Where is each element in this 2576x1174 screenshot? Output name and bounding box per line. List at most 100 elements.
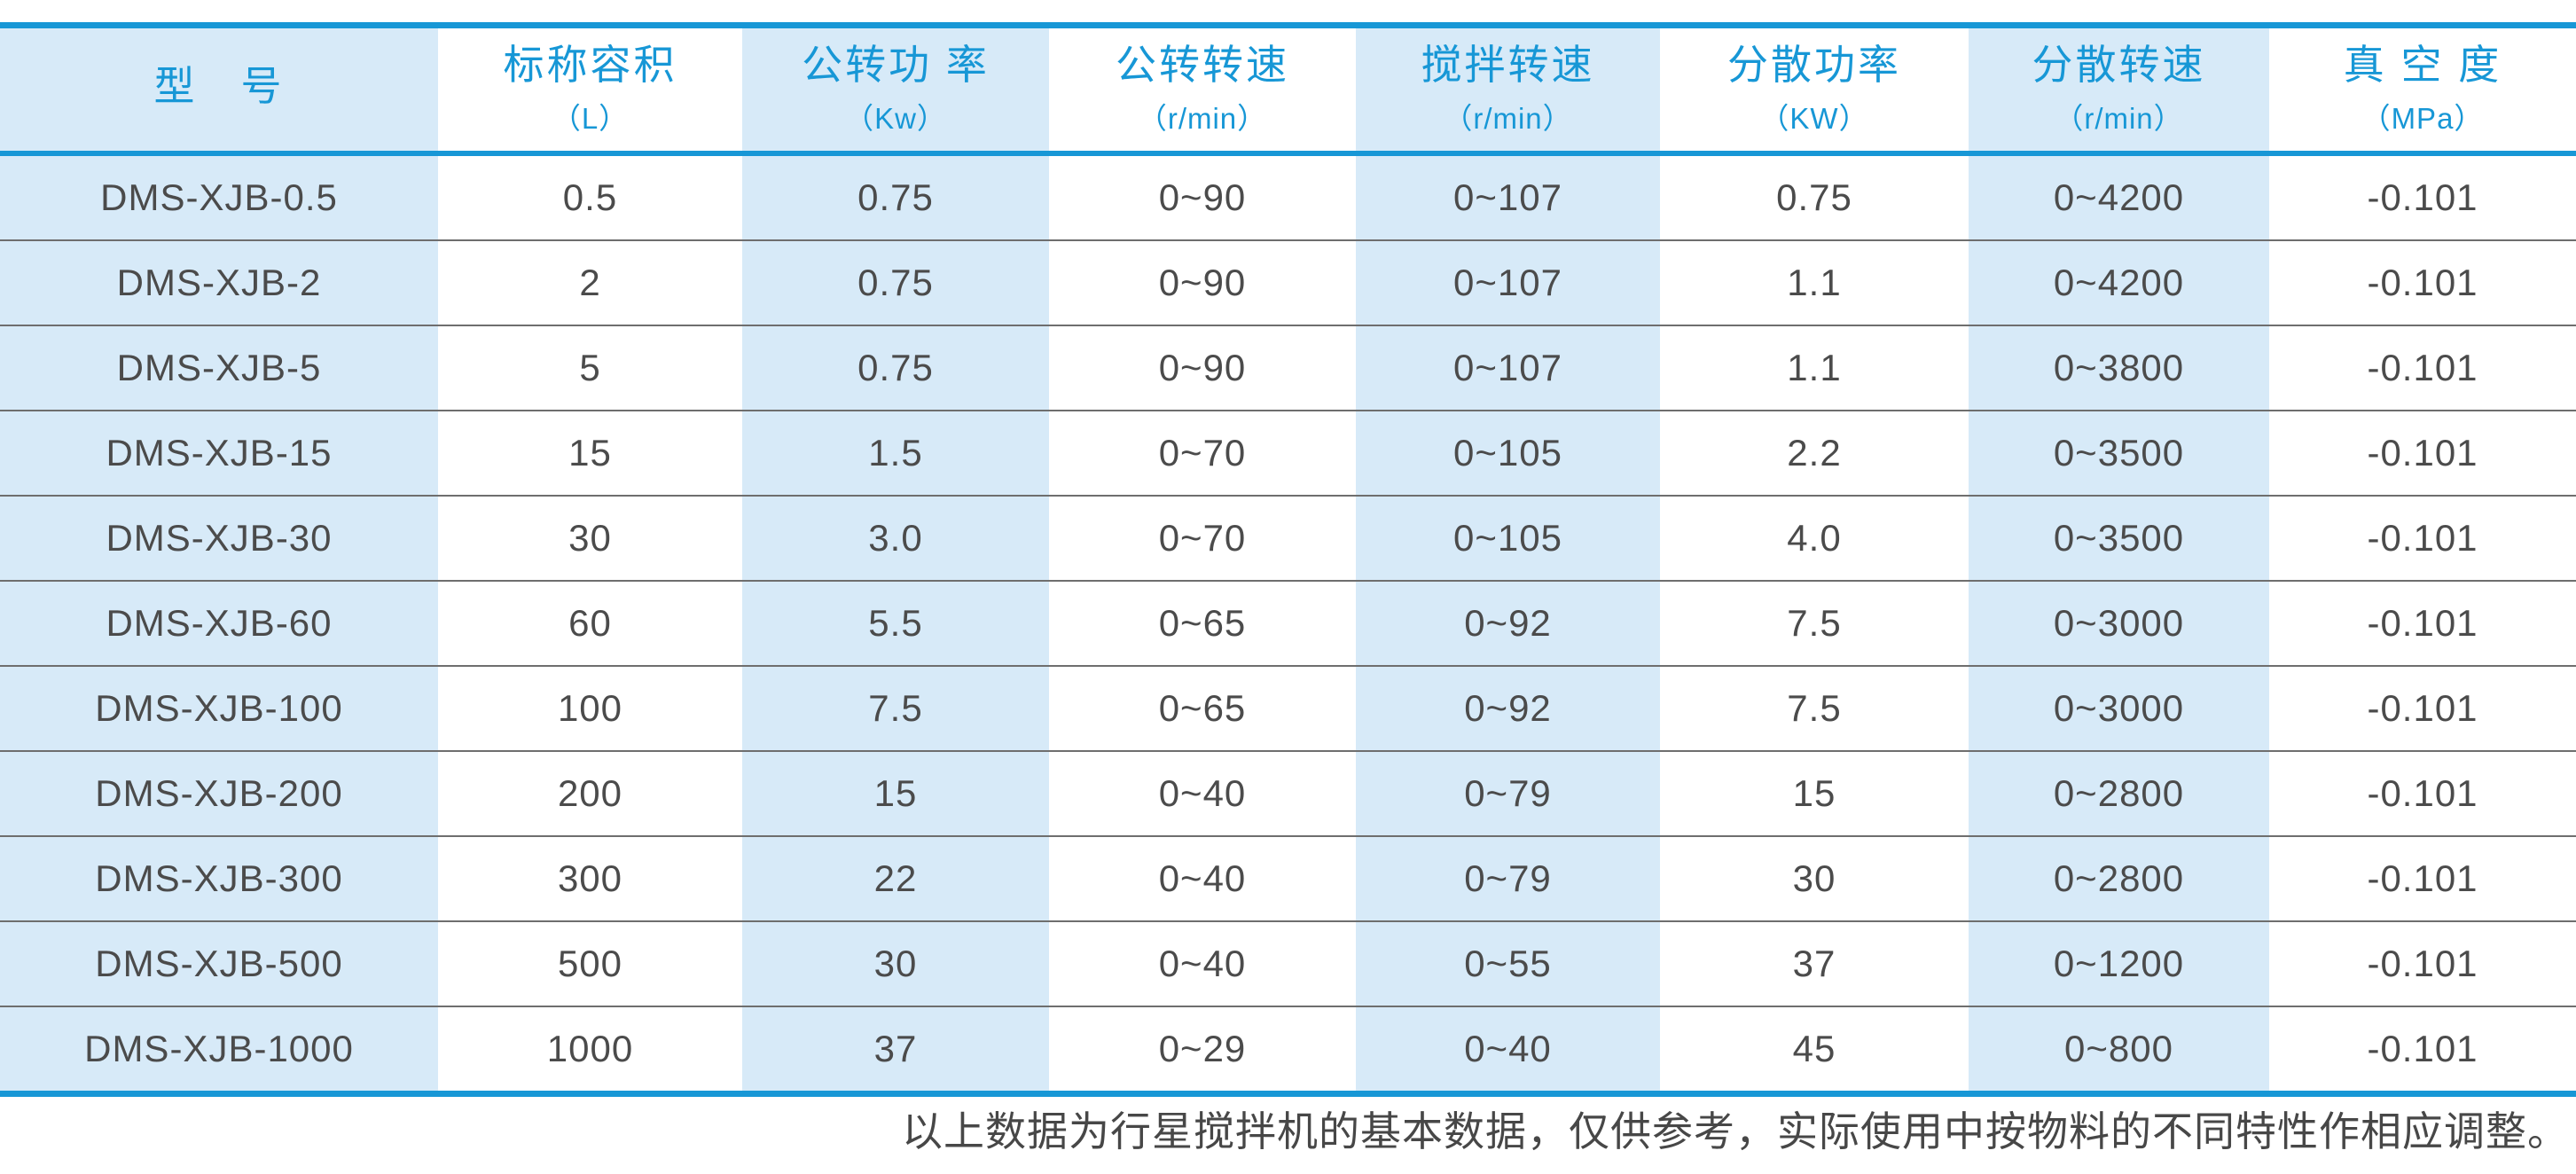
value-cell: 37: [742, 1006, 1049, 1094]
value-cell: 7.5: [1660, 665, 1969, 751]
value-cell: 0~79: [1356, 835, 1660, 921]
value-cell: -0.101: [2269, 835, 2576, 921]
model-cell: DMS-XJB-0.5: [0, 153, 438, 240]
model-cell: DMS-XJB-2: [0, 239, 438, 325]
value-cell: 5: [438, 325, 742, 411]
value-cell: 37: [1660, 920, 1969, 1006]
value-cell: 0~3000: [1969, 665, 2269, 751]
value-cell: -0.101: [2269, 580, 2576, 666]
table-row: DMS-XJB-100 100 7.5 0~65 0~92 7.5 0~3000…: [0, 665, 2576, 751]
value-cell: 0~4200: [1969, 239, 2269, 325]
value-cell: 45: [1660, 1006, 1969, 1094]
value-cell: 0.75: [742, 325, 1049, 411]
value-cell: 0~105: [1356, 495, 1660, 581]
header-unit: （r/min）: [1443, 102, 1573, 136]
header-title: 搅拌转速: [1421, 41, 1595, 88]
model-cell: DMS-XJB-5: [0, 325, 438, 411]
value-cell: -0.101: [2269, 153, 2576, 240]
header-title: 真 空 度: [2343, 41, 2502, 88]
value-cell: 2: [438, 239, 742, 325]
value-cell: 0.75: [742, 153, 1049, 240]
value-cell: 1000: [438, 1006, 742, 1094]
value-cell: 15: [1660, 750, 1969, 836]
header-title: 公转功 率: [802, 41, 990, 88]
value-cell: -0.101: [2269, 325, 2576, 411]
value-cell: 0~90: [1049, 153, 1356, 240]
header-unit: （KW）: [1759, 102, 1869, 136]
value-cell: 30: [438, 495, 742, 581]
value-cell: -0.101: [2269, 495, 2576, 581]
table-row: DMS-XJB-15 15 1.5 0~70 0~105 2.2 0~3500 …: [0, 410, 2576, 496]
value-cell: 0~2800: [1969, 835, 2269, 921]
value-cell: 3.0: [742, 495, 1049, 581]
value-cell: 1.1: [1660, 239, 1969, 325]
model-cell: DMS-XJB-300: [0, 835, 438, 921]
value-cell: 0~3000: [1969, 580, 2269, 666]
value-cell: 0~90: [1049, 325, 1356, 411]
value-cell: -0.101: [2269, 410, 2576, 496]
table-row: DMS-XJB-30 30 3.0 0~70 0~105 4.0 0~3500 …: [0, 495, 2576, 581]
value-cell: 7.5: [1660, 580, 1969, 666]
value-cell: 0~70: [1049, 495, 1356, 581]
value-cell: 5.5: [742, 580, 1049, 666]
value-cell: 0~3500: [1969, 495, 2269, 581]
value-cell: 0~40: [1049, 835, 1356, 921]
value-cell: 0~65: [1049, 665, 1356, 751]
model-cell: DMS-XJB-200: [0, 750, 438, 836]
value-cell: 0~800: [1969, 1006, 2269, 1094]
table-row: DMS-XJB-1000 1000 37 0~29 0~40 45 0~800 …: [0, 1006, 2576, 1094]
footer-note: 以上数据为行星搅拌机的基本数据，仅供参考，实际使用中按物料的不同特性作相应调整。: [902, 1107, 2569, 1155]
header-cell-stir-speed: 搅拌转速 （r/min）: [1356, 25, 1660, 156]
header-cell-capacity: 标称容积 （L）: [438, 25, 742, 156]
value-cell: -0.101: [2269, 750, 2576, 836]
header-cell-disperse-speed: 分散转速 （r/min）: [1969, 25, 2269, 156]
value-cell: 1.5: [742, 410, 1049, 496]
value-cell: -0.101: [2269, 920, 2576, 1006]
value-cell: 0~40: [1049, 920, 1356, 1006]
value-cell: 0.75: [1660, 153, 1969, 240]
value-cell: 4.0: [1660, 495, 1969, 581]
spec-sheet: 型 号 标称容积 （L） 公转功 率 （Kw） 公转转速 （r/min） 搅拌转…: [0, 22, 2576, 1174]
header-unit: （L）: [551, 102, 630, 136]
value-cell: 0~4200: [1969, 153, 2269, 240]
model-cell: DMS-XJB-15: [0, 410, 438, 496]
value-cell: 15: [742, 750, 1049, 836]
value-cell: 7.5: [742, 665, 1049, 751]
header-title: 分散功率: [1727, 41, 1901, 88]
header-unit: （r/min）: [1137, 102, 1268, 136]
header-title: 公转转速: [1116, 41, 1289, 88]
value-cell: 30: [1660, 835, 1969, 921]
model-cell: DMS-XJB-1000: [0, 1006, 438, 1094]
value-cell: 0~90: [1049, 239, 1356, 325]
value-cell: 0~3800: [1969, 325, 2269, 411]
value-cell: 0~92: [1356, 665, 1660, 751]
header-title: 型 号: [153, 62, 285, 109]
value-cell: 0~40: [1356, 1006, 1660, 1094]
value-cell: 0~29: [1049, 1006, 1356, 1094]
value-cell: 1.1: [1660, 325, 1969, 411]
table-row: DMS-XJB-200 200 15 0~40 0~79 15 0~2800 -…: [0, 750, 2576, 836]
header-unit: （r/min）: [2054, 102, 2184, 136]
model-cell: DMS-XJB-60: [0, 580, 438, 666]
value-cell: 300: [438, 835, 742, 921]
value-cell: 0~70: [1049, 410, 1356, 496]
table-row: DMS-XJB-5 5 0.75 0~90 0~107 1.1 0~3800 -…: [0, 325, 2576, 411]
spec-table: 型 号 标称容积 （L） 公转功 率 （Kw） 公转转速 （r/min） 搅拌转…: [0, 22, 2576, 1097]
value-cell: 0~92: [1356, 580, 1660, 666]
value-cell: 60: [438, 580, 742, 666]
value-cell: 0~55: [1356, 920, 1660, 1006]
value-cell: 0.5: [438, 153, 742, 240]
value-cell: 200: [438, 750, 742, 836]
value-cell: 0~107: [1356, 325, 1660, 411]
value-cell: 0~65: [1049, 580, 1356, 666]
header-title: 标称容积: [503, 41, 677, 88]
header-cell-disperse-power: 分散功率 （KW）: [1660, 25, 1969, 156]
header-cell-model: 型 号: [0, 25, 438, 156]
value-cell: 0~107: [1356, 239, 1660, 325]
value-cell: -0.101: [2269, 1006, 2576, 1094]
value-cell: 0~3500: [1969, 410, 2269, 496]
value-cell: 0~2800: [1969, 750, 2269, 836]
value-cell: -0.101: [2269, 239, 2576, 325]
header-cell-revolution-power: 公转功 率 （Kw）: [742, 25, 1049, 156]
header-title: 分散转速: [2032, 41, 2206, 88]
